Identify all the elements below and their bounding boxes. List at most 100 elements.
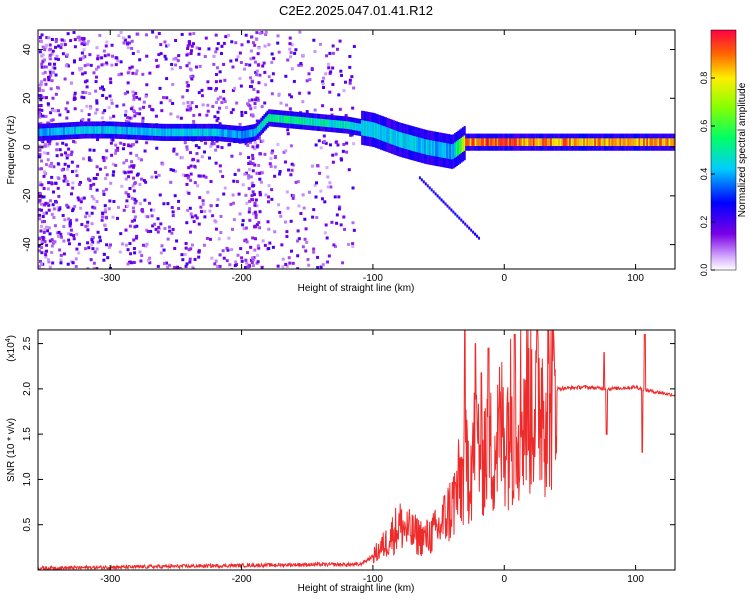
noise-dot [84,224,88,228]
noise-dot [54,181,58,185]
frequency-ridge [38,109,675,240]
ridge-cell [597,138,600,147]
colorbar: 0.00.20.40.60.8 Normalized spectral ampl… [699,29,748,276]
ridge-cell [545,138,548,147]
noise-dot [107,245,111,249]
noise-dot [185,182,189,186]
ridge-cell [575,138,578,147]
ridge-cell [422,138,425,154]
noise-dot [141,119,145,123]
noise-dot [104,96,108,100]
ridge-cell [258,124,261,132]
noise-dot [78,180,82,184]
noise-dot [332,243,336,247]
ridge-cell [490,138,493,147]
noise-dot [188,67,192,71]
ridge-cell [668,138,671,147]
ridge-cell [561,138,564,147]
noise-dot [87,214,91,218]
ridge-cell [127,126,131,135]
ridge-cell [101,126,104,134]
noise-dot [238,212,242,216]
noise-dot [214,50,218,54]
noise-dot [67,164,71,168]
noise-dot [126,81,130,85]
noise-dot [90,236,94,240]
noise-dot [59,258,63,262]
ridge-cell [67,126,71,135]
ridge-cell [443,142,446,159]
noise-dot [315,181,319,185]
noise-dot [73,45,77,49]
noise-dot [247,174,251,178]
ridge-cell [329,119,332,128]
ridge-cell [253,128,257,137]
noise-dot [95,165,99,169]
ridge-cell [179,128,183,137]
ridge-cell [283,115,287,124]
noise-dot [106,256,110,260]
snr-y-ticks: 0.51.01.52.02.5 [22,336,675,532]
noise-dot [47,258,51,262]
noise-dot [331,153,335,157]
noise-dot [248,264,252,268]
noise-dot [117,73,121,77]
noise-dot [251,169,255,173]
noise-dot [259,170,263,174]
noise-dot [319,265,323,269]
noise-dot [92,176,96,180]
ridge-cell [340,120,343,129]
noise-dot [170,231,174,235]
ridge-cell [406,134,410,150]
ridge-cell [159,128,162,137]
noise-dot [94,89,98,93]
noise-dot [104,156,108,160]
noise-dot [94,177,98,181]
noise-dot [330,113,334,117]
noise-dot [167,263,171,267]
noise-dot [75,232,79,236]
ridge-cell [99,126,102,134]
ridge-cell [644,138,647,147]
ridge-cell [271,114,274,122]
x-tick-label: 100 [627,574,644,585]
noise-dot [51,71,55,75]
noise-dot [103,109,107,113]
noise-dot [141,116,145,120]
snr-multiplier-close: ) [6,335,17,338]
noise-dot [170,205,174,209]
noise-dot [223,78,227,82]
noise-dot [100,116,104,120]
noise-dot [286,206,290,210]
ridge-cell [584,138,588,147]
noise-dot [85,42,89,46]
noise-dot [46,144,50,148]
snr-marks [38,330,675,570]
noise-dot [129,144,133,148]
ridge-cell [313,118,317,126]
noise-dot [138,183,142,187]
ridge-cell [548,138,551,147]
noise-dot [102,49,106,53]
noise-dot [109,141,113,145]
noise-dot [66,167,70,171]
noise-dot [144,244,148,248]
noise-dot [253,102,257,106]
noise-dot [128,260,132,264]
noise-dot [50,79,54,83]
noise-dot [128,242,132,246]
ridge-tail-cell [466,224,469,228]
ridge-cell [504,138,507,147]
ridge-cell [137,127,140,136]
noise-dot [303,237,307,241]
noise-dot [71,71,75,75]
noise-dot [314,143,318,147]
noise-dot [206,103,210,107]
noise-dot [131,165,135,169]
noise-dot [195,216,199,220]
ridge-cell [307,117,310,126]
ridge-cell [124,126,127,135]
noise-dot [278,172,282,176]
ridge-cell [558,138,561,147]
noise-dot [85,104,89,108]
